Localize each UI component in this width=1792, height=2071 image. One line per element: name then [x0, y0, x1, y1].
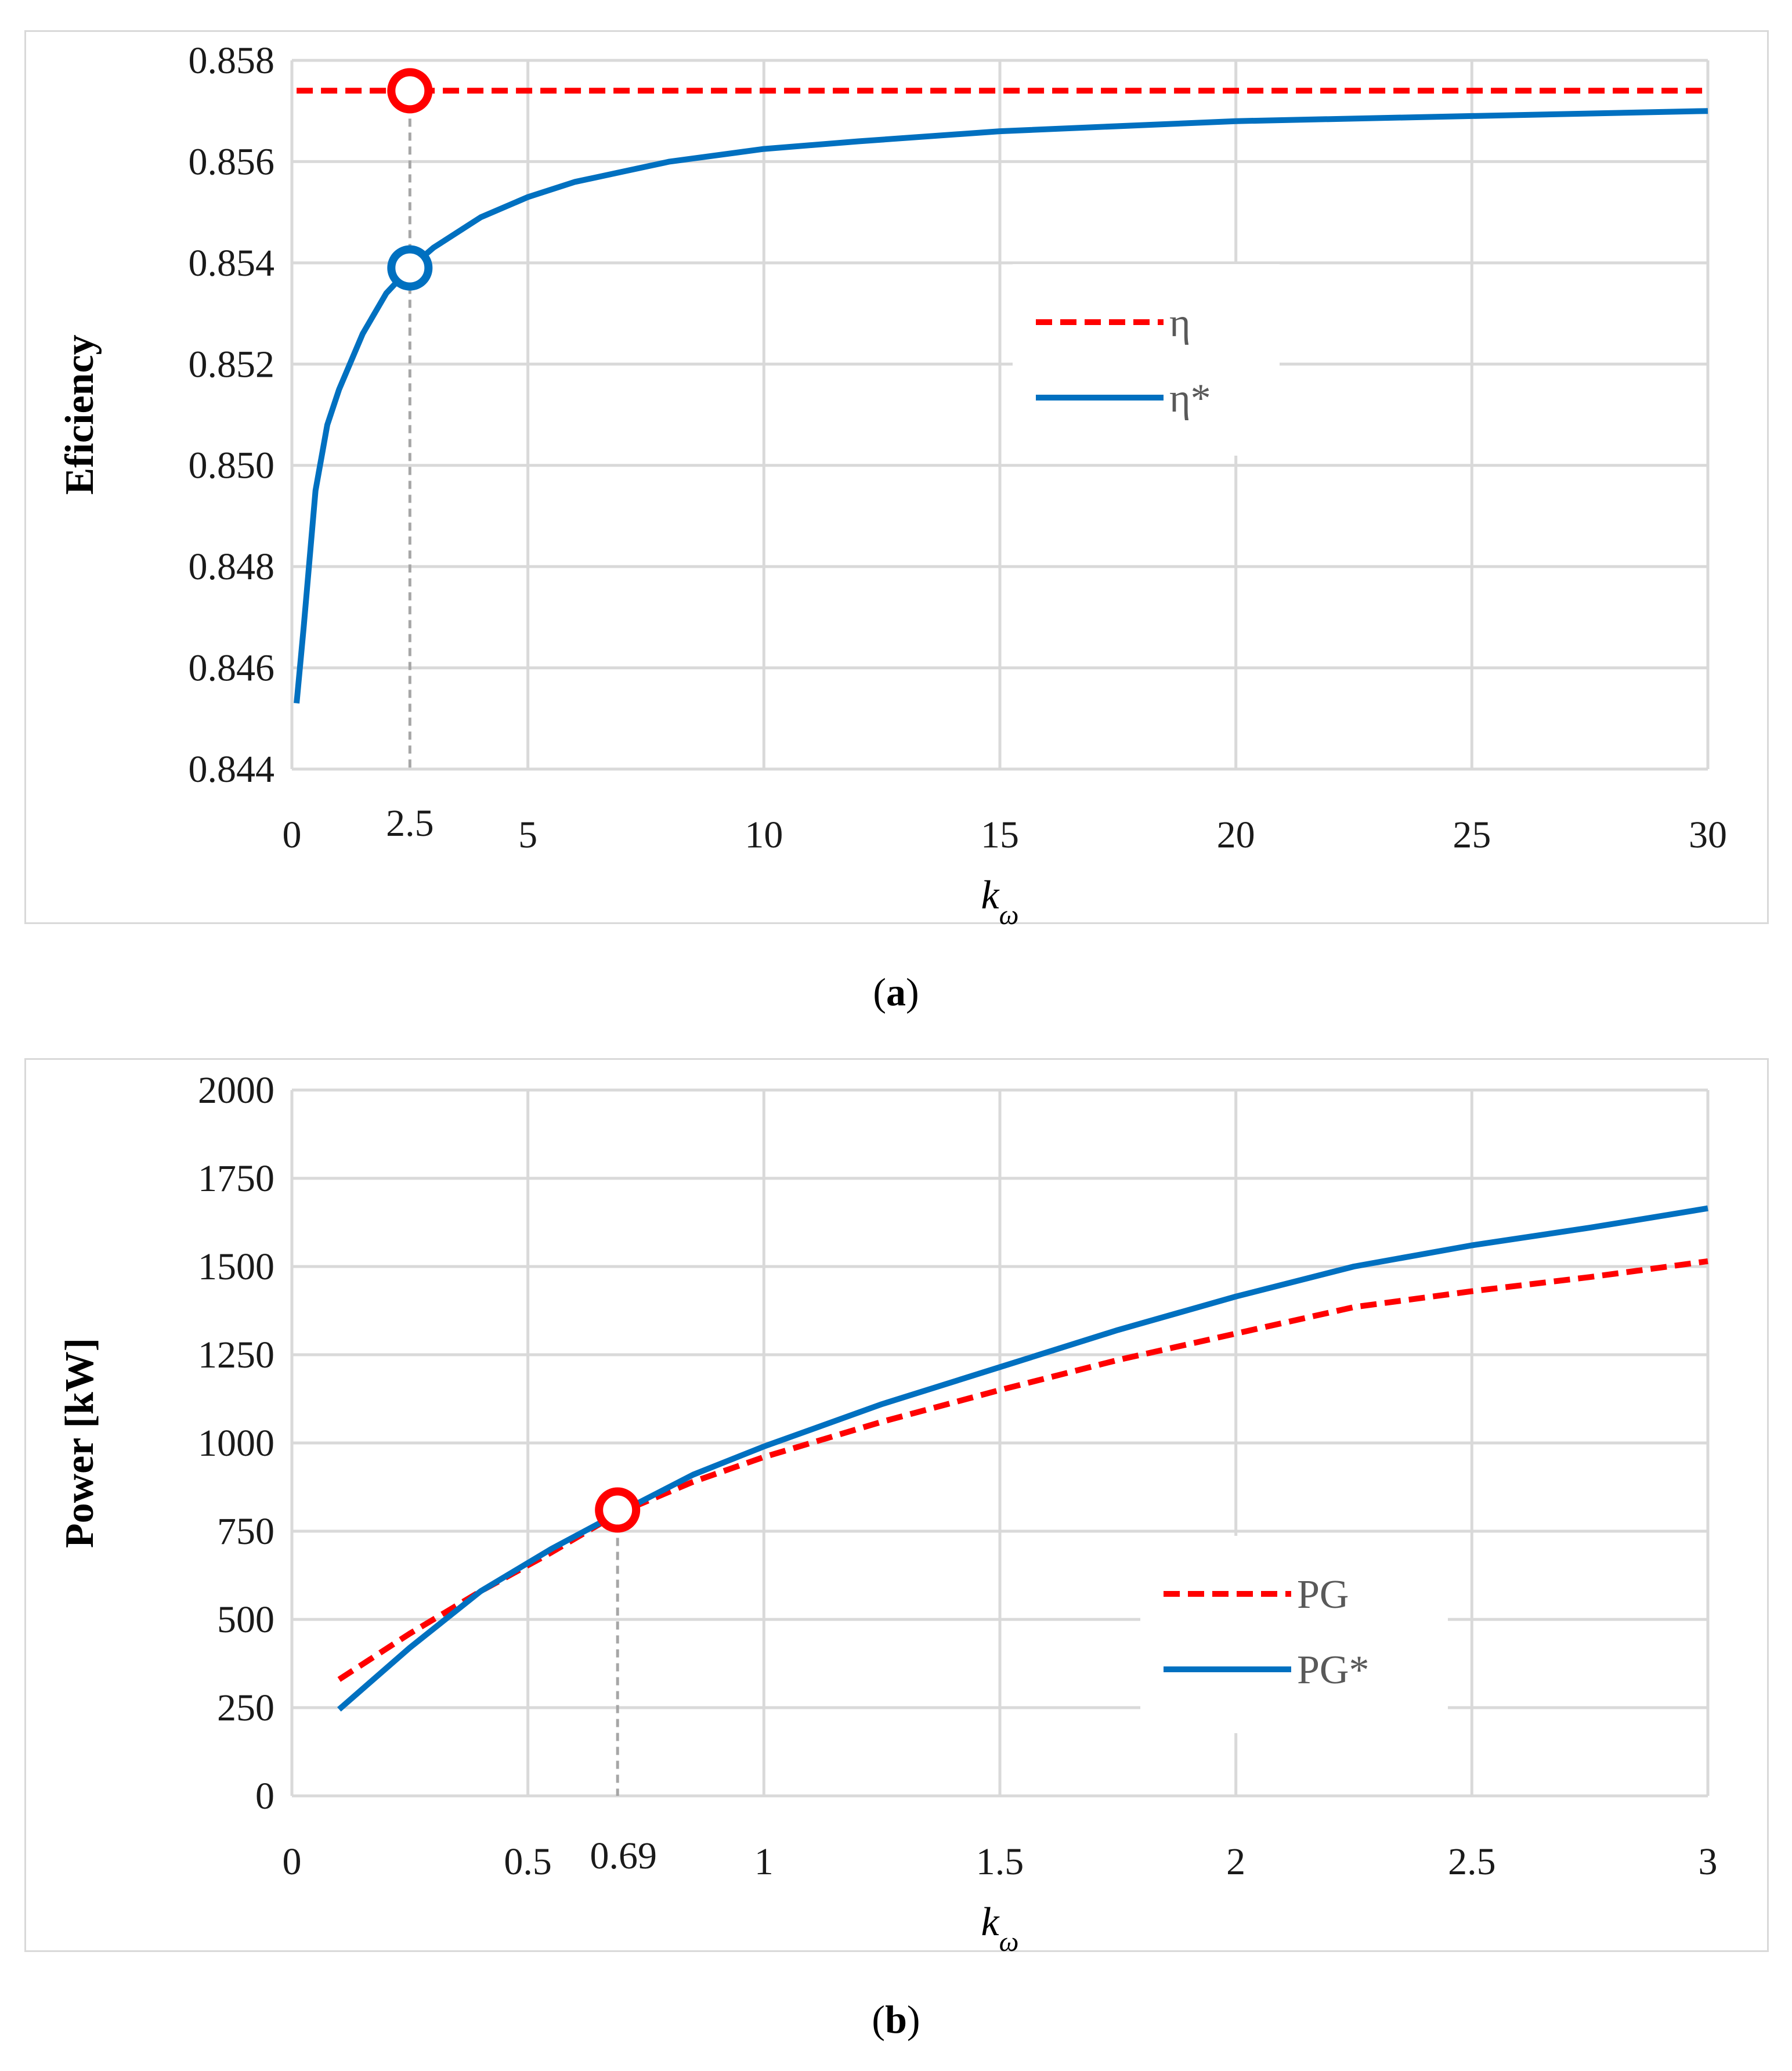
y-tick-label: 0.846: [189, 647, 275, 690]
y-tick-label: 1250: [198, 1334, 274, 1376]
highlight-marker-1: [387, 68, 433, 114]
x-axis-title: kω: [981, 1900, 1019, 1954]
legend-label-2: PG*: [1297, 1648, 1369, 1693]
x-tick-label: 2: [1226, 1841, 1245, 1883]
y-tick-label: 1750: [198, 1157, 274, 1200]
y-axis-title: Eficiency: [57, 334, 102, 495]
y-tick-label: 0.856: [189, 140, 275, 183]
legend-box: [1140, 1536, 1448, 1733]
x-tick-label: 25: [1453, 814, 1491, 856]
y-tick-label: 0.844: [189, 748, 275, 791]
x-tick-label: 20: [1217, 814, 1255, 856]
x-axis-title: kω: [981, 873, 1019, 926]
y-tick-label: 2000: [198, 1069, 274, 1112]
legend-label-2: η*: [1169, 376, 1211, 421]
x-tick-label: 15: [981, 814, 1019, 856]
power-chart: 0 0.5 1 1.5 2 2.5 3 0 250 500 750 1000 1250 1500 1750 2…: [57, 1069, 1718, 1954]
x-tick-label: 0: [283, 1841, 302, 1883]
series-line-2: [337, 1205, 1708, 1712]
x-tick-label: 30: [1689, 814, 1727, 856]
annotation-label: 2.5: [386, 802, 434, 845]
annotation-label: 0.69: [590, 1835, 657, 1877]
y-tick-label: 250: [217, 1687, 274, 1729]
x-tick-label: 0.5: [504, 1841, 552, 1883]
series-line-1: [337, 1258, 1708, 1682]
y-tick-label: 0.852: [189, 343, 275, 385]
y-tick-label: 1000: [198, 1422, 274, 1464]
x-tick-label: 0: [283, 814, 302, 856]
series-line-2: [294, 108, 1708, 704]
caption-a: (a): [873, 970, 919, 1014]
highlight-marker-2: [387, 245, 433, 291]
y-tick-label: 0.854: [189, 242, 275, 284]
x-tick-label: 5: [518, 814, 537, 856]
x-tick-label: 3: [1699, 1841, 1718, 1883]
y-tick-label: 0.858: [189, 39, 275, 82]
highlight-marker-1: [595, 1487, 641, 1533]
y-tick-label: 500: [217, 1599, 274, 1641]
caption-b: (b): [872, 1997, 920, 2041]
y-tick-label: 750: [217, 1510, 274, 1553]
legend-box: [1013, 264, 1280, 456]
legend-label-1: η: [1169, 301, 1191, 345]
efficiency-chart: 0 5 10 15 20 25 30 0.844 0.846 0.848 0.850 0.852 0.8…: [57, 39, 1727, 926]
x-tick-label: 1: [754, 1841, 774, 1883]
y-tick-label: 0.850: [189, 445, 275, 487]
x-tick-label: 2.5: [1448, 1841, 1496, 1883]
x-tick-label: 1.5: [976, 1841, 1024, 1883]
legend-label-1: PG: [1297, 1572, 1349, 1617]
y-tick-label: 1500: [198, 1246, 274, 1288]
x-tick-label: 10: [745, 814, 783, 856]
y-tick-label: 0: [255, 1775, 274, 1817]
chart-panel-a: 0 5 10 15 20 25 30 0.844 0.846 0.848 0.850 0.852 0.8…: [24, 30, 1769, 926]
y-axis-title: Power [kW]: [57, 1338, 102, 1548]
chart-panel-b: 0 0.5 1 1.5 2 2.5 3 0 250 500 750 1000 1250 1500 1750 2…: [24, 1058, 1769, 1954]
y-tick-label: 0.848: [189, 546, 275, 588]
